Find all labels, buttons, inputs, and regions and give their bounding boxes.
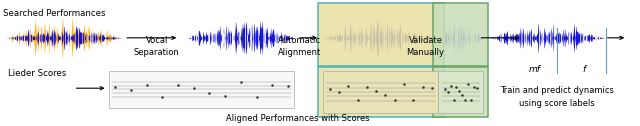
FancyBboxPatch shape — [323, 71, 438, 113]
Text: using score labels: using score labels — [519, 99, 595, 108]
FancyBboxPatch shape — [109, 71, 294, 108]
FancyBboxPatch shape — [433, 67, 488, 117]
Text: Separation: Separation — [134, 48, 180, 57]
Text: Lieder Scores: Lieder Scores — [8, 69, 66, 78]
Text: Searched Performances: Searched Performances — [3, 9, 106, 18]
Text: Validate: Validate — [408, 36, 443, 45]
FancyBboxPatch shape — [318, 67, 444, 117]
Text: mf: mf — [529, 65, 540, 74]
FancyBboxPatch shape — [433, 3, 488, 66]
Text: f: f — [582, 65, 585, 74]
FancyBboxPatch shape — [438, 71, 483, 113]
Text: Alignment: Alignment — [278, 48, 321, 57]
Text: Train and predict dynamics: Train and predict dynamics — [500, 86, 614, 95]
Text: Vocal: Vocal — [146, 36, 168, 45]
FancyBboxPatch shape — [318, 3, 444, 66]
Text: Aligned Performances with Scores: Aligned Performances with Scores — [226, 114, 369, 123]
Text: Manually: Manually — [406, 48, 445, 57]
Text: Automatic: Automatic — [278, 36, 321, 45]
